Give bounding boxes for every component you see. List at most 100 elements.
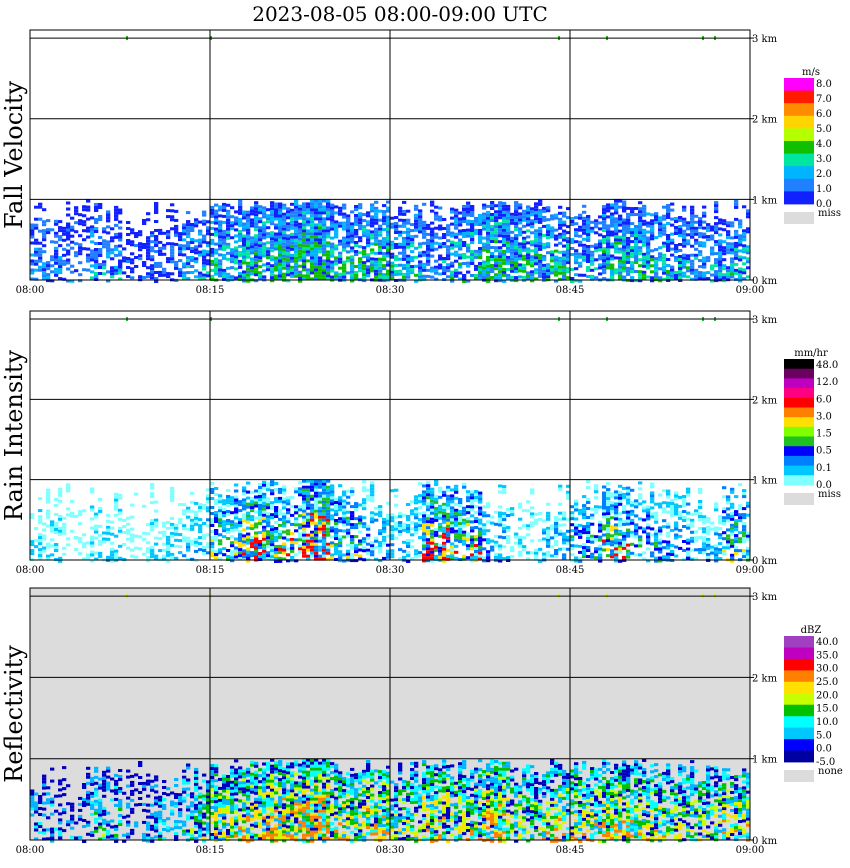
precip-cell (534, 512, 539, 516)
precip-cell (374, 215, 379, 219)
legend-label: 8.0 (816, 79, 832, 90)
precip-cell (110, 520, 115, 524)
precip-cell (542, 233, 547, 237)
precip-cell (466, 547, 471, 551)
precip-cell (566, 216, 571, 220)
precip-cell (146, 275, 151, 279)
precip-cell (662, 268, 667, 272)
precip-cell (242, 513, 247, 517)
precip-cell (514, 204, 519, 208)
precip-cell (414, 279, 419, 283)
precip-cell (266, 217, 271, 221)
precip-cell (246, 237, 251, 241)
precip-cell (590, 220, 595, 224)
precip-cell (614, 502, 619, 506)
precip-cell (262, 540, 267, 544)
precip-cell (118, 211, 123, 215)
precip-cell (170, 516, 175, 520)
precip-cell (114, 235, 119, 239)
precip-cell (38, 268, 43, 272)
precip-cell (446, 527, 451, 531)
precip-cell (718, 242, 723, 246)
precip-cell (202, 504, 207, 507)
precip-cell (626, 531, 631, 535)
precip-cell (102, 272, 107, 276)
precip-cell (646, 239, 651, 243)
precip-cell (590, 226, 595, 230)
precip-cell (286, 553, 291, 557)
precip-cell (582, 555, 587, 559)
precip-cell (86, 256, 91, 260)
precip-cell (642, 219, 647, 223)
precip-cell (474, 538, 479, 541)
precip-cell (230, 275, 235, 279)
precip-cell (514, 249, 519, 253)
precip-cell (426, 523, 431, 527)
precip-cell (498, 222, 503, 226)
precip-cell (386, 245, 391, 249)
precip-cell (574, 505, 579, 509)
precip-cell (186, 515, 191, 519)
precip-cell (462, 509, 467, 513)
precip-cell (110, 553, 115, 557)
precip-cell (150, 501, 155, 505)
precip-cell (274, 259, 279, 263)
precip-cell (730, 236, 735, 240)
precip-cell (194, 501, 199, 505)
precip-cell (606, 266, 611, 270)
precip-cell (450, 512, 455, 516)
precip-cell (330, 553, 335, 557)
precip-cell (74, 536, 79, 539)
precip-cell (454, 529, 459, 533)
precip-cell (258, 519, 263, 522)
precip-cell (346, 223, 351, 227)
precip-cell (94, 242, 99, 245)
precip-cell (394, 524, 399, 528)
precip-cell (574, 240, 579, 244)
precip-cell (586, 546, 591, 549)
precip-cell (478, 256, 483, 259)
precip-cell (602, 205, 607, 209)
precip-cell (278, 229, 283, 233)
precip-cell (586, 507, 591, 510)
precip-cell (38, 533, 43, 537)
precip-cell (286, 261, 291, 265)
precip-cell (574, 559, 579, 563)
precip-cell (634, 502, 639, 506)
precip-cell (402, 212, 407, 216)
precip-cell (454, 220, 459, 224)
precip-cell (494, 219, 499, 223)
precip-cell (342, 236, 347, 240)
precip-cell (230, 215, 235, 219)
precip-cell (546, 209, 551, 213)
precip-cell (414, 513, 419, 517)
precip-cell (334, 507, 339, 510)
precip-cell (206, 524, 211, 528)
precip-cell (618, 250, 623, 254)
precip-cell (294, 214, 299, 218)
precip-cell (206, 232, 211, 236)
precip-cell (306, 554, 311, 558)
precip-cell (594, 496, 599, 500)
precip-cell (50, 279, 55, 283)
precip-cell (434, 500, 439, 504)
precip-cell (394, 270, 399, 273)
precip-cell (438, 495, 443, 499)
precip-cell (222, 235, 227, 239)
precip-cell (290, 202, 295, 206)
precip-cell (114, 244, 119, 248)
precip-cell (198, 503, 203, 507)
precip-cell (346, 495, 351, 499)
precip-cell (298, 523, 303, 527)
precip-cell (326, 524, 331, 528)
precip-cell (322, 247, 327, 251)
precip-cell (478, 521, 483, 525)
precip-cell (258, 504, 263, 507)
precip-cell (242, 261, 247, 265)
precip-cell (94, 530, 99, 534)
precip-cell (430, 529, 435, 533)
precip-cell (254, 219, 259, 223)
precip-cell (394, 273, 399, 276)
precip-cell (570, 559, 575, 563)
precip-cell (314, 497, 319, 501)
